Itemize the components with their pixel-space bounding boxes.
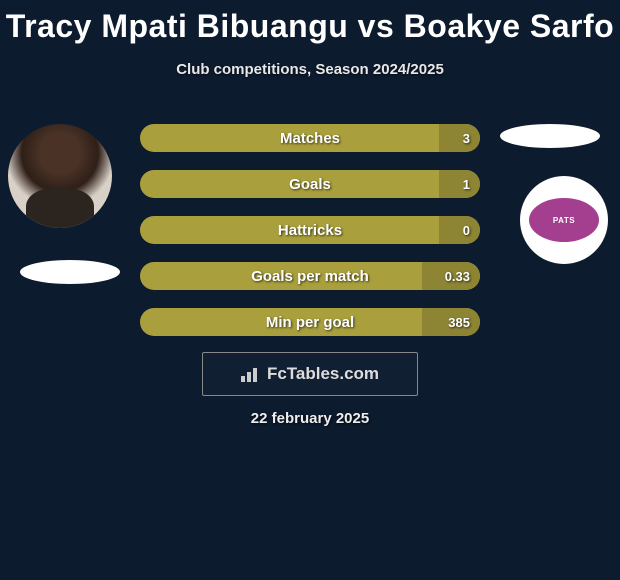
stat-bar-value-right: 0.33 xyxy=(445,262,470,290)
stat-bar-value-right: 0 xyxy=(463,216,470,244)
stat-bar-label: Min per goal xyxy=(140,308,480,336)
stat-bar-label: Goals per match xyxy=(140,262,480,290)
stat-bar: Goals per match0.33 xyxy=(140,262,480,290)
stat-bar: Hattricks0 xyxy=(140,216,480,244)
stat-bar-value-right: 385 xyxy=(448,308,470,336)
stat-bar: Matches3 xyxy=(140,124,480,152)
date-label: 22 february 2025 xyxy=(0,410,620,427)
stat-bar-label: Goals xyxy=(140,170,480,198)
stat-bar-value-right: 3 xyxy=(463,124,470,152)
page-subtitle: Club competitions, Season 2024/2025 xyxy=(0,61,620,78)
stat-bar: Min per goal385 xyxy=(140,308,480,336)
stat-bar-value-right: 1 xyxy=(463,170,470,198)
player-right-club-badge: PATS xyxy=(520,176,608,264)
infographic: Tracy Mpati Bibuangu vs Boakye Sarfo Clu… xyxy=(0,0,620,580)
stat-bar-label: Matches xyxy=(140,124,480,152)
stat-bar-label: Hattricks xyxy=(140,216,480,244)
stat-bar: Goals1 xyxy=(140,170,480,198)
stats-bars: Matches3Goals1Hattricks0Goals per match0… xyxy=(140,124,480,354)
watermark: FcTables.com xyxy=(202,352,418,396)
page-title: Tracy Mpati Bibuangu vs Boakye Sarfo xyxy=(0,0,620,45)
watermark-text: FcTables.com xyxy=(267,364,379,384)
club-badge-inner: PATS xyxy=(529,198,599,242)
player-right-flag xyxy=(500,124,600,148)
player-left-flag xyxy=(20,260,120,284)
player-left-avatar xyxy=(8,124,112,228)
bar-chart-icon xyxy=(241,366,261,382)
